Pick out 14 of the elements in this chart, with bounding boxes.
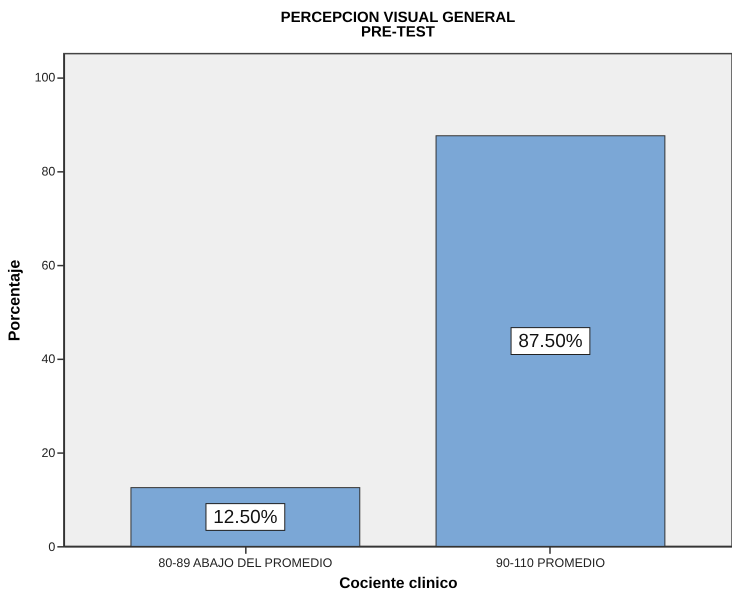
data-label: 12.50% [213,506,278,528]
y-tick-label: 20 [41,446,56,460]
x-tick-label: 90-110 PROMEDIO [496,556,606,570]
x-axis-title: Cociente clinico [339,575,458,592]
y-tick-label: 0 [48,540,56,554]
y-tick-label: 40 [41,352,56,366]
y-tick-label: 60 [41,258,56,272]
y-tick-label: 80 [41,164,56,178]
chart-title: PERCEPCION VISUAL GENERAL [280,8,516,26]
y-axis-title: Porcentaje [6,260,24,342]
x-tick-label: 80-89 ABAJO DEL PROMEDIO [158,556,333,570]
chart-subtitle: PRE-TEST [360,24,435,41]
y-tick-label: 100 [34,70,56,85]
data-label: 87.50% [518,331,583,352]
